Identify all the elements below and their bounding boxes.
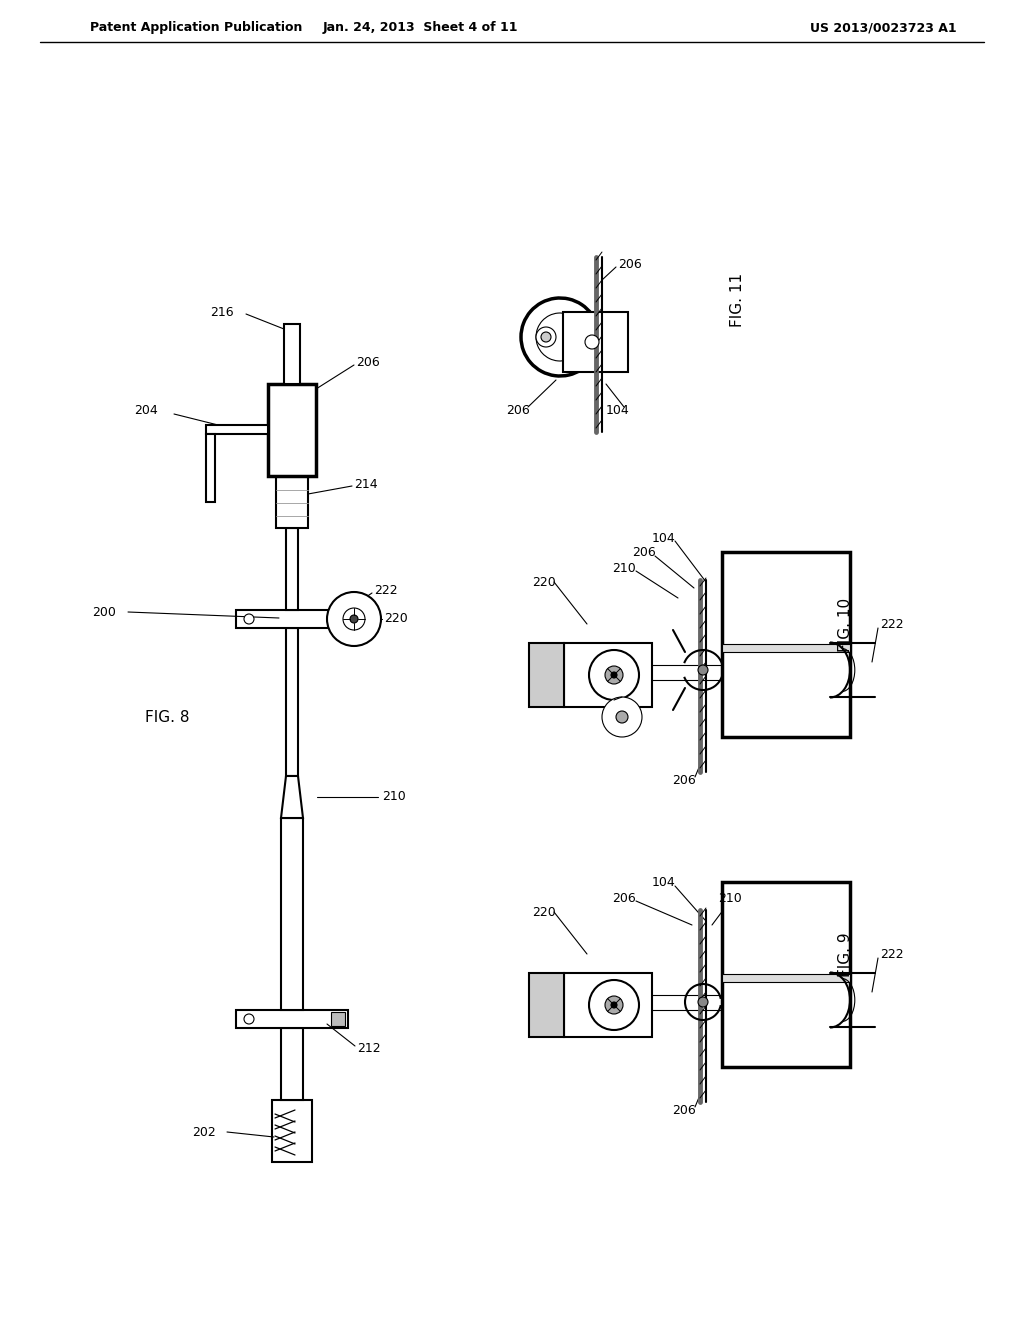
Text: US 2013/0023723 A1: US 2013/0023723 A1	[810, 21, 956, 34]
Bar	[345, 605, 361, 634]
Circle shape	[327, 591, 381, 645]
Bar	[331, 612, 345, 626]
Text: 222: 222	[374, 583, 397, 597]
Circle shape	[605, 667, 623, 684]
Bar	[529, 973, 564, 1038]
Circle shape	[244, 1014, 254, 1024]
Text: 104: 104	[652, 876, 676, 890]
Text: 220: 220	[532, 576, 556, 589]
Text: 210: 210	[612, 561, 636, 574]
Text: 206: 206	[632, 546, 655, 560]
Bar	[331, 1012, 345, 1026]
Bar	[236, 610, 348, 628]
Bar	[276, 477, 308, 528]
Circle shape	[589, 979, 639, 1030]
Circle shape	[541, 333, 551, 342]
Circle shape	[611, 1002, 617, 1008]
Circle shape	[343, 609, 365, 630]
Text: 206: 206	[356, 355, 380, 368]
Bar	[284, 323, 300, 384]
Text: 212: 212	[357, 1041, 381, 1055]
Circle shape	[698, 997, 708, 1007]
Text: 222: 222	[880, 949, 903, 961]
Bar	[286, 528, 298, 610]
Circle shape	[698, 665, 708, 675]
Text: Patent Application Publication: Patent Application Publication	[90, 21, 302, 34]
Bar	[722, 552, 850, 737]
Text: FIG. 11: FIG. 11	[730, 273, 745, 327]
Bar	[206, 434, 215, 502]
Text: FIG. 10: FIG. 10	[838, 598, 853, 652]
Text: 202: 202	[193, 1126, 216, 1138]
Circle shape	[244, 614, 254, 624]
Text: 210: 210	[718, 891, 741, 904]
Text: 220: 220	[384, 612, 408, 626]
Bar	[563, 312, 628, 372]
Bar	[286, 628, 298, 776]
Circle shape	[611, 672, 617, 678]
Bar	[272, 1100, 312, 1162]
Circle shape	[602, 697, 642, 737]
Text: FIG. 8: FIG. 8	[145, 710, 189, 726]
Text: 104: 104	[606, 404, 630, 417]
Text: FIG. 9: FIG. 9	[838, 933, 853, 977]
Text: 210: 210	[382, 791, 406, 804]
Text: 200: 200	[92, 606, 116, 619]
Text: 206: 206	[618, 257, 642, 271]
Text: 216: 216	[210, 305, 233, 318]
Bar	[564, 643, 652, 708]
Text: 206: 206	[612, 891, 636, 904]
Text: 206: 206	[672, 1104, 695, 1117]
Bar	[529, 643, 564, 708]
Text: 214: 214	[354, 478, 378, 491]
Text: 222: 222	[880, 619, 903, 631]
Polygon shape	[281, 776, 303, 818]
Text: 104: 104	[652, 532, 676, 544]
Bar	[236, 1010, 348, 1028]
Text: Jan. 24, 2013  Sheet 4 of 11: Jan. 24, 2013 Sheet 4 of 11	[323, 21, 518, 34]
Bar	[281, 818, 303, 1010]
Bar	[722, 644, 850, 652]
Circle shape	[585, 335, 599, 348]
Circle shape	[605, 997, 623, 1014]
Text: 204: 204	[134, 404, 158, 417]
Bar	[268, 384, 316, 477]
Bar	[722, 974, 850, 982]
Bar	[281, 1028, 303, 1100]
Circle shape	[616, 711, 628, 723]
Circle shape	[589, 649, 639, 700]
Bar	[206, 425, 268, 434]
Text: 220: 220	[532, 906, 556, 919]
Bar	[564, 973, 652, 1038]
Text: 206: 206	[506, 404, 529, 417]
Circle shape	[536, 327, 556, 347]
Text: 206: 206	[672, 774, 695, 787]
Bar	[722, 882, 850, 1067]
Circle shape	[350, 615, 358, 623]
